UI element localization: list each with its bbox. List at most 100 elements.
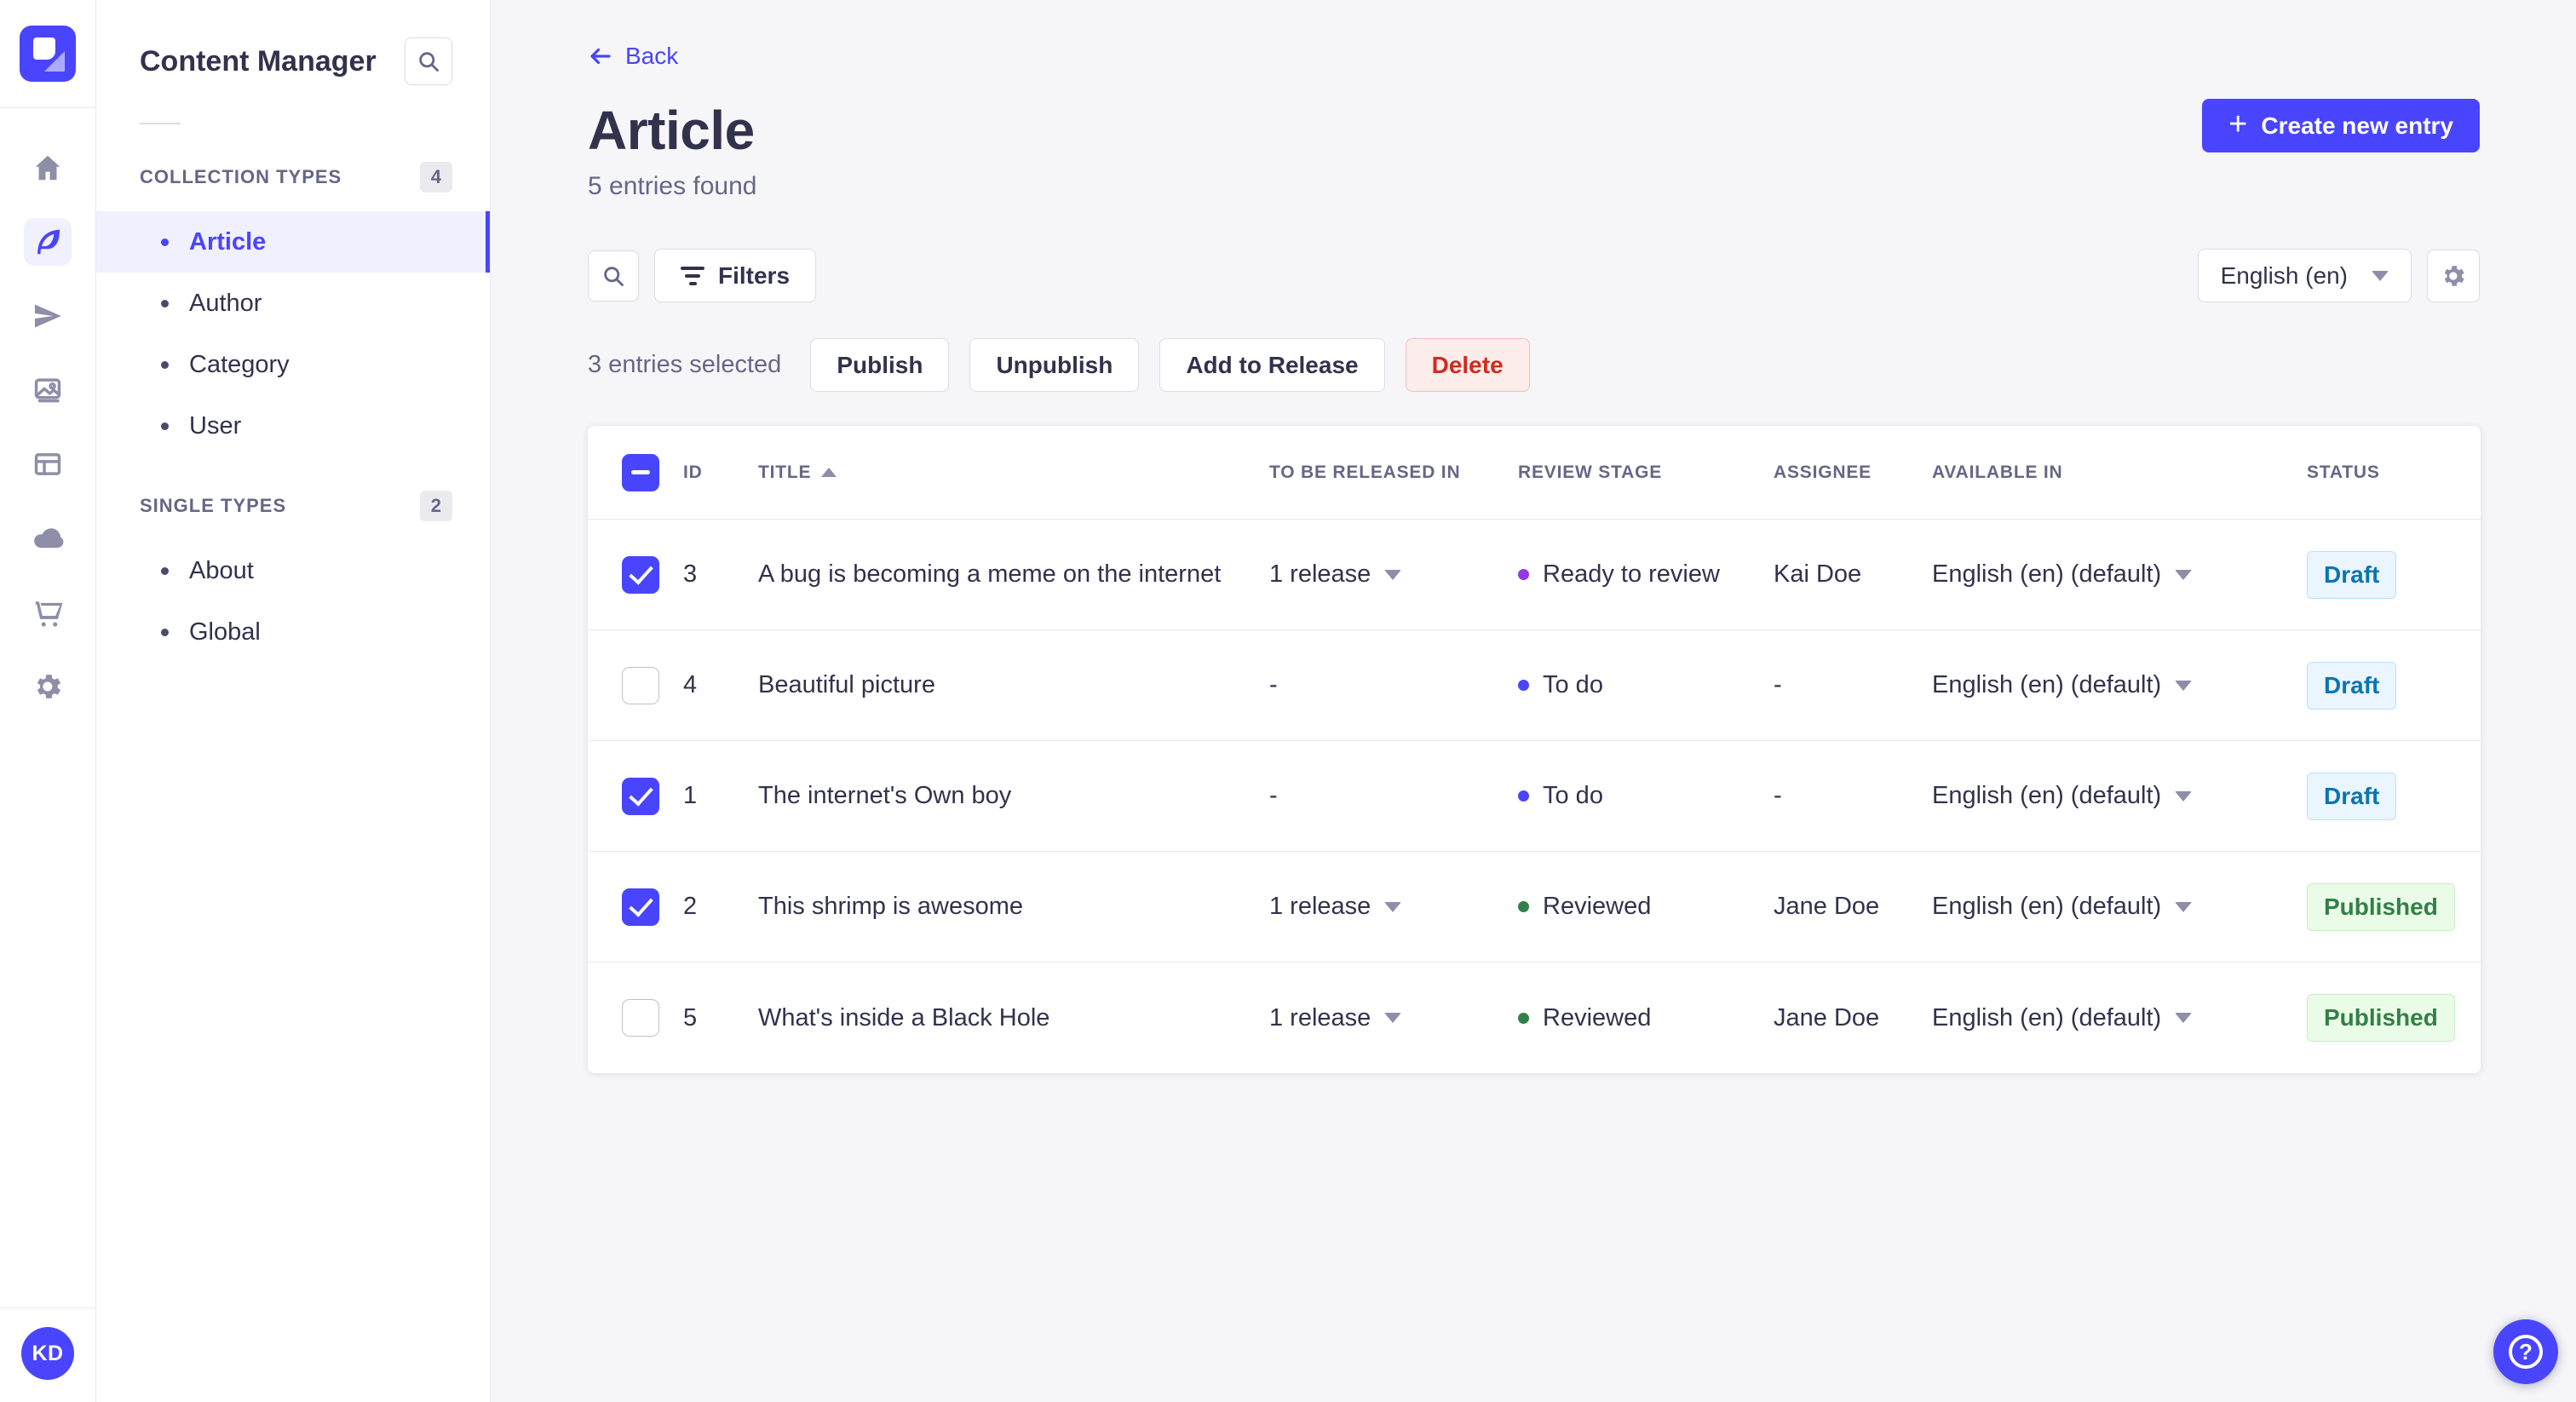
strapi-logo[interactable] [20, 26, 76, 82]
available-in-label: English (en) (default) [1932, 782, 2162, 809]
filters-button[interactable]: Filters [654, 249, 817, 302]
content-type-builder-icon[interactable] [24, 440, 72, 488]
available-in-label: English (en) (default) [1932, 893, 2162, 920]
view-settings-button[interactable] [2427, 249, 2480, 302]
table-row[interactable]: 5 What's inside a Black Hole 1 release R… [588, 962, 2481, 1073]
row-available-in-dropdown[interactable]: English (en) (default) [1932, 1004, 2307, 1032]
create-new-entry-label: Create new entry [2261, 112, 2453, 139]
table-row[interactable]: 1 The internet's Own boy - To do - Engli… [588, 741, 2481, 852]
column-header-title[interactable]: TITLE [758, 463, 1269, 483]
divider [140, 123, 181, 124]
row-status: Published [2307, 994, 2481, 1042]
icon-rail: KD [0, 0, 96, 1402]
create-new-entry-button[interactable]: + Create new entry [2202, 99, 2480, 152]
table-row[interactable]: 2 This shrimp is awesome 1 release Revie… [588, 852, 2481, 962]
stage-dot-icon [1518, 569, 1529, 580]
status-badge: Published [2307, 882, 2455, 931]
row-checkbox[interactable] [622, 555, 659, 594]
cloud-icon[interactable] [24, 514, 72, 562]
row-status: Draft [2307, 550, 2481, 599]
home-icon[interactable] [24, 144, 72, 192]
row-available-in-dropdown[interactable]: English (en) (default) [1932, 782, 2307, 810]
chevron-down-icon [1384, 901, 1402, 912]
selection-count-text: 3 entries selected [588, 351, 782, 378]
row-available-in-dropdown[interactable]: English (en) (default) [1932, 671, 2307, 699]
column-header-available-in: AVAILABLE IN [1932, 462, 2063, 482]
row-review-stage: Reviewed [1518, 893, 1774, 921]
sidebar-search-button[interactable] [405, 37, 452, 85]
delete-button[interactable]: Delete [1405, 338, 1530, 392]
sidebar-item-global[interactable]: Global [96, 601, 490, 663]
row-assignee: - [1774, 671, 1782, 698]
column-header-review-stage: REVIEW STAGE [1518, 462, 1663, 482]
row-status: Published [2307, 882, 2481, 931]
row-available-in-dropdown[interactable]: English (en) (default) [1932, 893, 2307, 921]
column-header-to-be-released-in: TO BE RELEASED IN [1269, 462, 1461, 482]
select-all-checkbox[interactable] [622, 453, 659, 491]
media-library-icon[interactable] [24, 366, 72, 414]
back-label: Back [625, 43, 679, 69]
available-in-label: English (en) (default) [1932, 560, 2162, 588]
column-header-assignee: ASSIGNEE [1774, 462, 1872, 482]
content-manager-icon[interactable] [24, 218, 72, 266]
releases-icon[interactable] [24, 292, 72, 340]
row-checkbox[interactable] [622, 666, 659, 704]
available-in-label: English (en) (default) [1932, 1003, 2162, 1031]
stage-dot-icon [1518, 680, 1529, 691]
back-link[interactable]: Back [588, 43, 678, 70]
bullet-icon [161, 422, 169, 430]
row-release-dropdown[interactable]: - [1269, 671, 1518, 699]
sidebar-item-article[interactable]: Article [96, 211, 490, 273]
entries-table: ID TITLE TO BE RELEASED IN REVIEW STAGE … [588, 426, 2481, 1073]
bullet-icon [161, 299, 169, 307]
settings-icon[interactable] [24, 663, 72, 710]
row-release-dropdown[interactable]: 1 release [1269, 560, 1518, 589]
row-title: This shrimp is awesome [758, 893, 1024, 920]
collection-types-count: 4 [419, 162, 452, 192]
sidebar-item-label: Article [189, 227, 267, 256]
row-release-dropdown[interactable]: 1 release [1269, 1004, 1518, 1032]
filter-icon [681, 266, 704, 285]
sidebar-item-category[interactable]: Category [96, 334, 490, 395]
publish-button[interactable]: Publish [810, 338, 950, 392]
add-to-release-button[interactable]: Add to Release [1159, 338, 1385, 392]
row-title: A bug is becoming a meme on the internet [758, 560, 1222, 588]
marketplace-cart-icon[interactable] [24, 589, 72, 636]
row-available-in-dropdown[interactable]: English (en) (default) [1932, 560, 2307, 589]
release-count-label: 1 release [1269, 1003, 1371, 1031]
table-search-button[interactable] [588, 250, 639, 302]
help-button[interactable]: ? [2493, 1319, 2558, 1384]
row-review-stage: To do [1518, 782, 1774, 810]
table-row[interactable]: 4 Beautiful picture - To do - English (e… [588, 630, 2481, 741]
collection-types-label: COLLECTION TYPES [140, 166, 342, 187]
row-review-stage: To do [1518, 671, 1774, 699]
row-title: Beautiful picture [758, 671, 935, 698]
sidebar-item-author[interactable]: Author [96, 273, 490, 334]
sidebar-item-user[interactable]: User [96, 395, 490, 457]
column-header-status: STATUS [2307, 462, 2380, 482]
stage-label: Ready to review [1543, 560, 1720, 588]
row-title: What's inside a Black Hole [758, 1003, 1050, 1031]
locale-selected-value: English (en) [2220, 261, 2348, 289]
row-checkbox[interactable] [622, 888, 659, 926]
unpublish-button[interactable]: Unpublish [969, 338, 1140, 392]
chevron-down-icon [1384, 1013, 1402, 1023]
user-avatar[interactable]: KD [21, 1327, 74, 1380]
row-checkbox[interactable] [622, 999, 659, 1037]
gear-icon [2444, 265, 2464, 286]
sidebar-item-about[interactable]: About [96, 540, 490, 601]
row-review-stage: Ready to review [1518, 560, 1774, 589]
stage-label: To do [1543, 671, 1603, 698]
table-row[interactable]: 3 A bug is becoming a meme on the intern… [588, 520, 2481, 630]
content-manager-sidebar: Content Manager COLLECTION TYPES 4 Artic… [96, 0, 491, 1402]
search-icon [604, 266, 624, 286]
row-checkbox[interactable] [622, 777, 659, 815]
sidebar-item-label: Global [189, 618, 261, 646]
row-id: 4 [683, 671, 698, 698]
bullet-icon [161, 566, 169, 575]
row-release-dropdown[interactable]: 1 release [1269, 893, 1518, 921]
stage-dot-icon [1518, 1012, 1529, 1024]
row-release-dropdown[interactable]: - [1269, 782, 1518, 810]
chevron-down-icon [2175, 680, 2193, 691]
locale-select[interactable]: English (en) [2197, 249, 2412, 302]
